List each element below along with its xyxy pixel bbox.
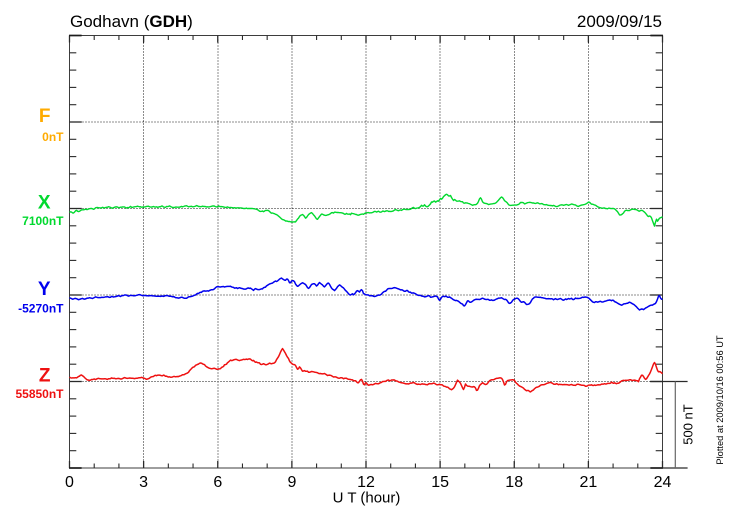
svg-text:24: 24 [654, 474, 672, 491]
svg-text:7100nT: 7100nT [22, 214, 64, 228]
svg-text:0: 0 [65, 474, 74, 491]
svg-text:U T (hour): U T (hour) [333, 490, 401, 507]
svg-text:X: X [38, 193, 51, 214]
svg-text:Plotted at 2009/10/16 00:56 UT: Plotted at 2009/10/16 00:56 UT [715, 335, 725, 465]
svg-text:21: 21 [580, 474, 598, 491]
svg-text:-5270nT: -5270nT [18, 302, 64, 316]
svg-text:12: 12 [357, 474, 375, 491]
svg-text:9: 9 [287, 474, 296, 491]
svg-text:6: 6 [213, 474, 222, 491]
svg-text:0nT: 0nT [42, 130, 64, 144]
svg-text:Y: Y [38, 279, 51, 300]
svg-text:500 nT: 500 nT [681, 404, 696, 445]
svg-text:55850nT: 55850nT [15, 387, 64, 401]
svg-text:F: F [39, 106, 51, 127]
svg-text:2009/09/15: 2009/09/15 [577, 12, 662, 31]
svg-text:18: 18 [505, 474, 523, 491]
svg-text:15: 15 [431, 474, 449, 491]
svg-text:Godhavn (GDH): Godhavn (GDH) [70, 12, 193, 31]
svg-text:3: 3 [139, 474, 148, 491]
svg-text:Z: Z [39, 366, 51, 387]
